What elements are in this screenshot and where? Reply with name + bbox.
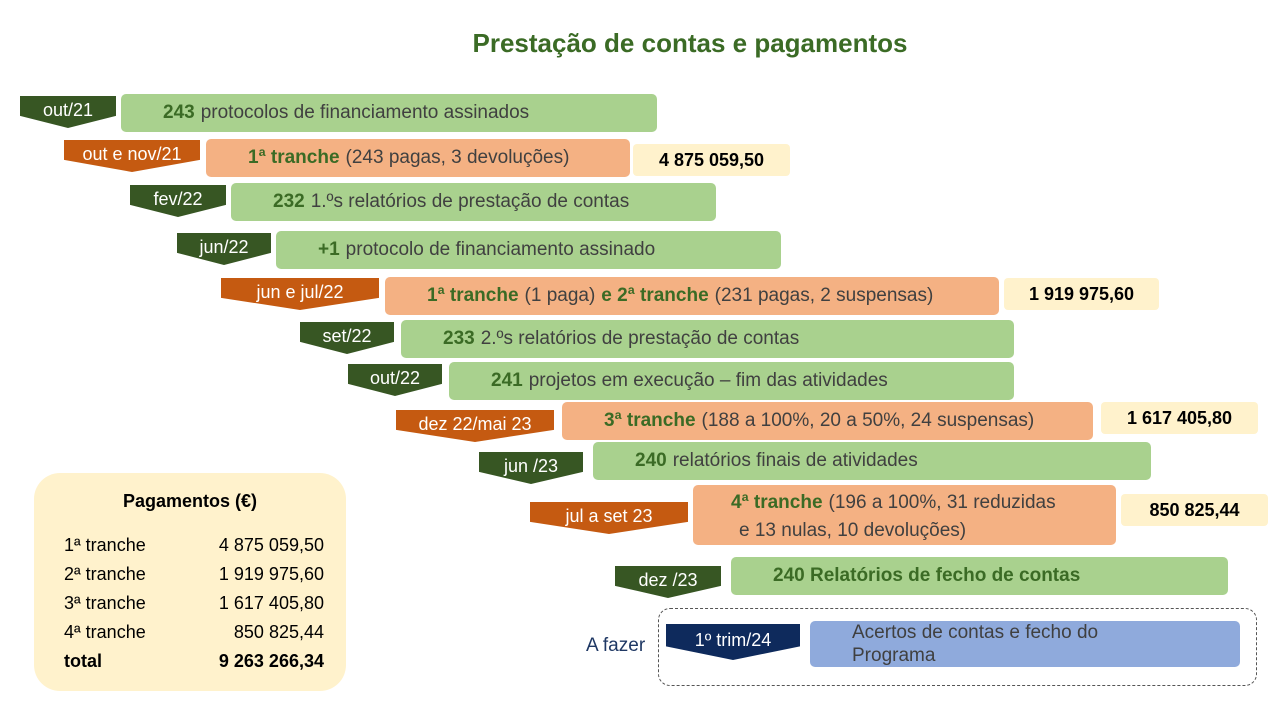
step-bar: 240 relatórios finais de atividades [593, 442, 1151, 480]
step-text: protocolo de financiamento assinado [345, 239, 656, 260]
summary-row-value: 850 825,44 [233, 622, 324, 642]
summary-row: 2ª tranche 1 919 975,60 [64, 564, 324, 585]
summary-row-value: 1 617 405,80 [218, 593, 324, 613]
step-count: 4ª tranche [731, 492, 823, 513]
step-count: 1ª tranche [248, 147, 340, 168]
page-title: Prestação de contas e pagamentos [472, 28, 908, 58]
payment-amount: 1 617 405,80 [1101, 402, 1258, 434]
step-count: 3ª tranche [604, 410, 696, 431]
date-chevron: jul a set 23 [530, 502, 688, 534]
summary-row-value: 4 875 059,50 [218, 535, 324, 555]
step-bar: 4ª tranche (196 a 100%, 31 reduzidas e 13… [693, 485, 1116, 545]
step-text-line2: e 13 nulas, 10 devoluções) [739, 520, 967, 541]
todo-label: A fazer [586, 635, 646, 656]
step-count: 240 [635, 450, 667, 471]
step-count: 240 Relatórios de fecho de contas [773, 565, 1081, 586]
summary-row: 3ª tranche 1 617 405,80 [64, 593, 324, 614]
step-text-2: (231 pagas, 2 suspensas) [714, 285, 934, 306]
step-text: Acertos de contas e fecho do [852, 622, 1099, 643]
date-chevron: out/22 [348, 364, 442, 396]
step-count: 232 [273, 191, 305, 212]
step-bar: 232 1.ºs relatórios de prestação de conta… [231, 183, 716, 221]
step-count: +1 [318, 239, 340, 260]
date-chevron: dez /23 [615, 566, 721, 598]
date-chevron: fev/22 [130, 185, 226, 217]
date-chevron: jun /23 [479, 452, 583, 484]
step-text: (188 a 100%, 20 a 50%, 24 suspensas) [701, 410, 1035, 431]
todo-box [658, 608, 1257, 686]
step-bar: 241 projetos em execução – fim das ativid… [449, 362, 1014, 400]
step-text: protocolos de financiamento assinados [200, 102, 530, 123]
step-text: relatórios finais de atividades [672, 450, 918, 471]
payment-amount: 4 875 059,50 [633, 144, 790, 176]
summary-title: Pagamentos (€) [122, 491, 258, 511]
summary-row-label: 1ª tranche [64, 535, 146, 555]
summary-row-label: 2ª tranche [64, 564, 146, 584]
payments-summary: Pagamentos (€) 1ª tranche 4 875 059,50 2… [34, 473, 346, 691]
date-chevron: jun/22 [177, 233, 271, 265]
step-text: (1 paga) [524, 285, 596, 306]
step-count: 1ª tranche [427, 285, 519, 306]
summary-total-row: total 9 263 266,34 [64, 651, 324, 672]
step-text: 1.ºs relatórios de prestação de contas [310, 191, 630, 212]
step-text: (196 a 100%, 31 reduzidas [828, 492, 1056, 513]
step-text: 2.ºs relatórios de prestação de contas [480, 328, 800, 349]
step-bar: 1ª tranche (243 pagas, 3 devoluções) [206, 139, 630, 177]
date-chevron: dez 22/mai 23 [396, 410, 554, 442]
step-bar: 1ª tranche (1 paga) e 2ª tranche (231 paga… [385, 277, 999, 315]
summary-total-value: 9 263 266,34 [218, 651, 324, 671]
step-text: (243 pagas, 3 devoluções) [345, 147, 570, 168]
step-bar: 240 Relatórios de fecho de contas [731, 557, 1228, 595]
date-chevron: set/22 [300, 322, 394, 354]
step-count: 241 [491, 370, 523, 391]
step-text: projetos em execução – fim das atividade… [528, 370, 888, 391]
step-count-2: e 2ª tranche [601, 285, 709, 306]
summary-row-label: 4ª tranche [64, 622, 146, 642]
payment-amount: 850 825,44 [1121, 494, 1268, 526]
step-bar: 243 protocolos de financiamento assinados [121, 94, 657, 132]
date-chevron: out/21 [20, 96, 116, 128]
step-count: 243 [163, 102, 195, 123]
step-bar: Acertos de contas e fecho do Programa [810, 621, 1240, 667]
summary-row: 4ª tranche 850 825,44 [64, 622, 324, 643]
date-chevron: out e nov/21 [64, 140, 200, 172]
summary-row-label: 3ª tranche [64, 593, 146, 613]
step-bar: +1 protocolo de financiamento assinado [276, 231, 781, 269]
payment-amount: 1 919 975,60 [1004, 278, 1159, 310]
step-text-line2: Programa [852, 645, 936, 666]
summary-row: 1ª tranche 4 875 059,50 [64, 535, 324, 556]
step-bar: 233 2.ºs relatórios de prestação de conta… [401, 320, 1014, 358]
step-count: 233 [443, 328, 475, 349]
summary-total-label: total [64, 651, 102, 671]
date-chevron: jun e jul/22 [221, 278, 379, 310]
step-bar: 3ª tranche (188 a 100%, 20 a 50%, 24 susp… [562, 402, 1093, 440]
summary-row-value: 1 919 975,60 [218, 564, 324, 584]
